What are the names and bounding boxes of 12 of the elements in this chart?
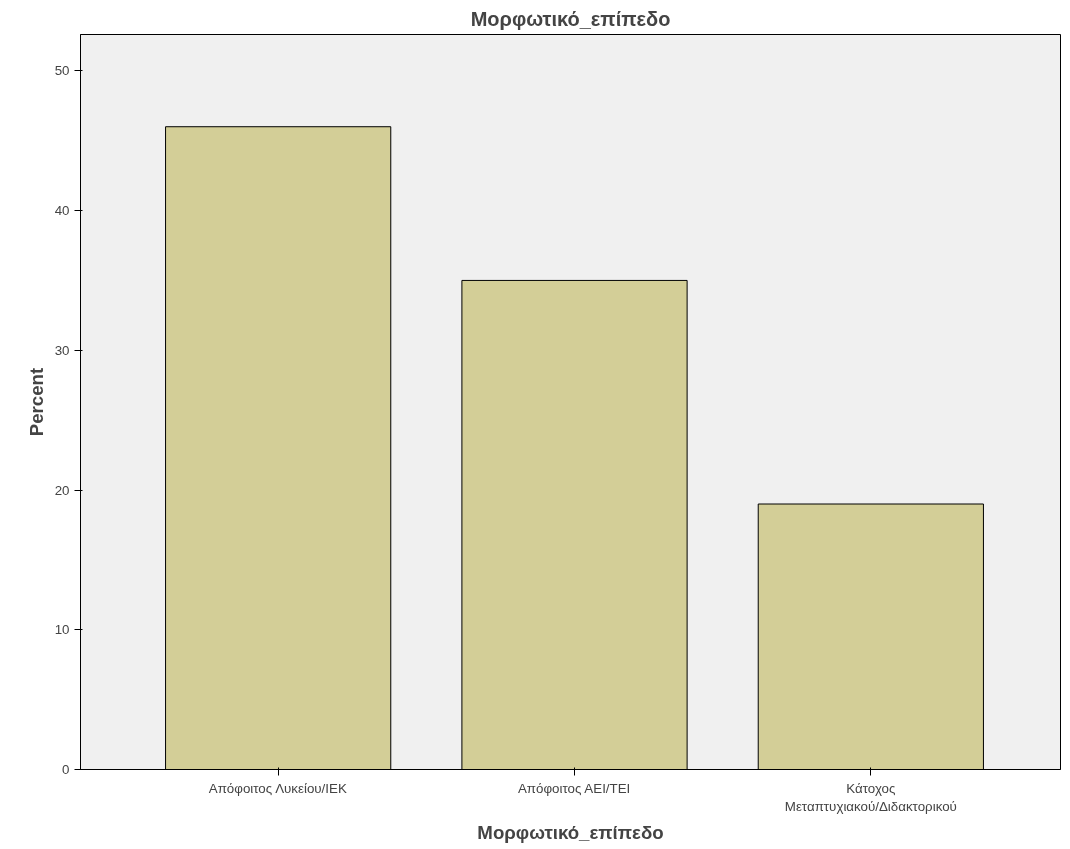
y-tick-label: 20 xyxy=(54,482,70,498)
y-tick-label: 10 xyxy=(54,622,70,638)
x-axis-title: Μορφωτικό_επίπεδο xyxy=(477,821,664,843)
y-tick-label: 30 xyxy=(54,342,70,358)
x-tick-label: Απόφοιτος Λυκείου/ΙΕΚ xyxy=(208,780,347,796)
y-axis-title: Percent xyxy=(25,367,47,437)
y-tick-label: 0 xyxy=(62,762,70,777)
chart-title: Μορφωτικό_επίπεδο xyxy=(470,7,671,30)
y-tick-label: 40 xyxy=(54,203,70,219)
x-tick-label: Κάτοχος Μεταπτυχιακού/Διδακτορικού xyxy=(784,780,957,814)
x-tick-label: Απόφοιτος ΑΕΙ/ΤΕΙ xyxy=(517,780,631,796)
y-tick-label: 50 xyxy=(54,63,70,79)
